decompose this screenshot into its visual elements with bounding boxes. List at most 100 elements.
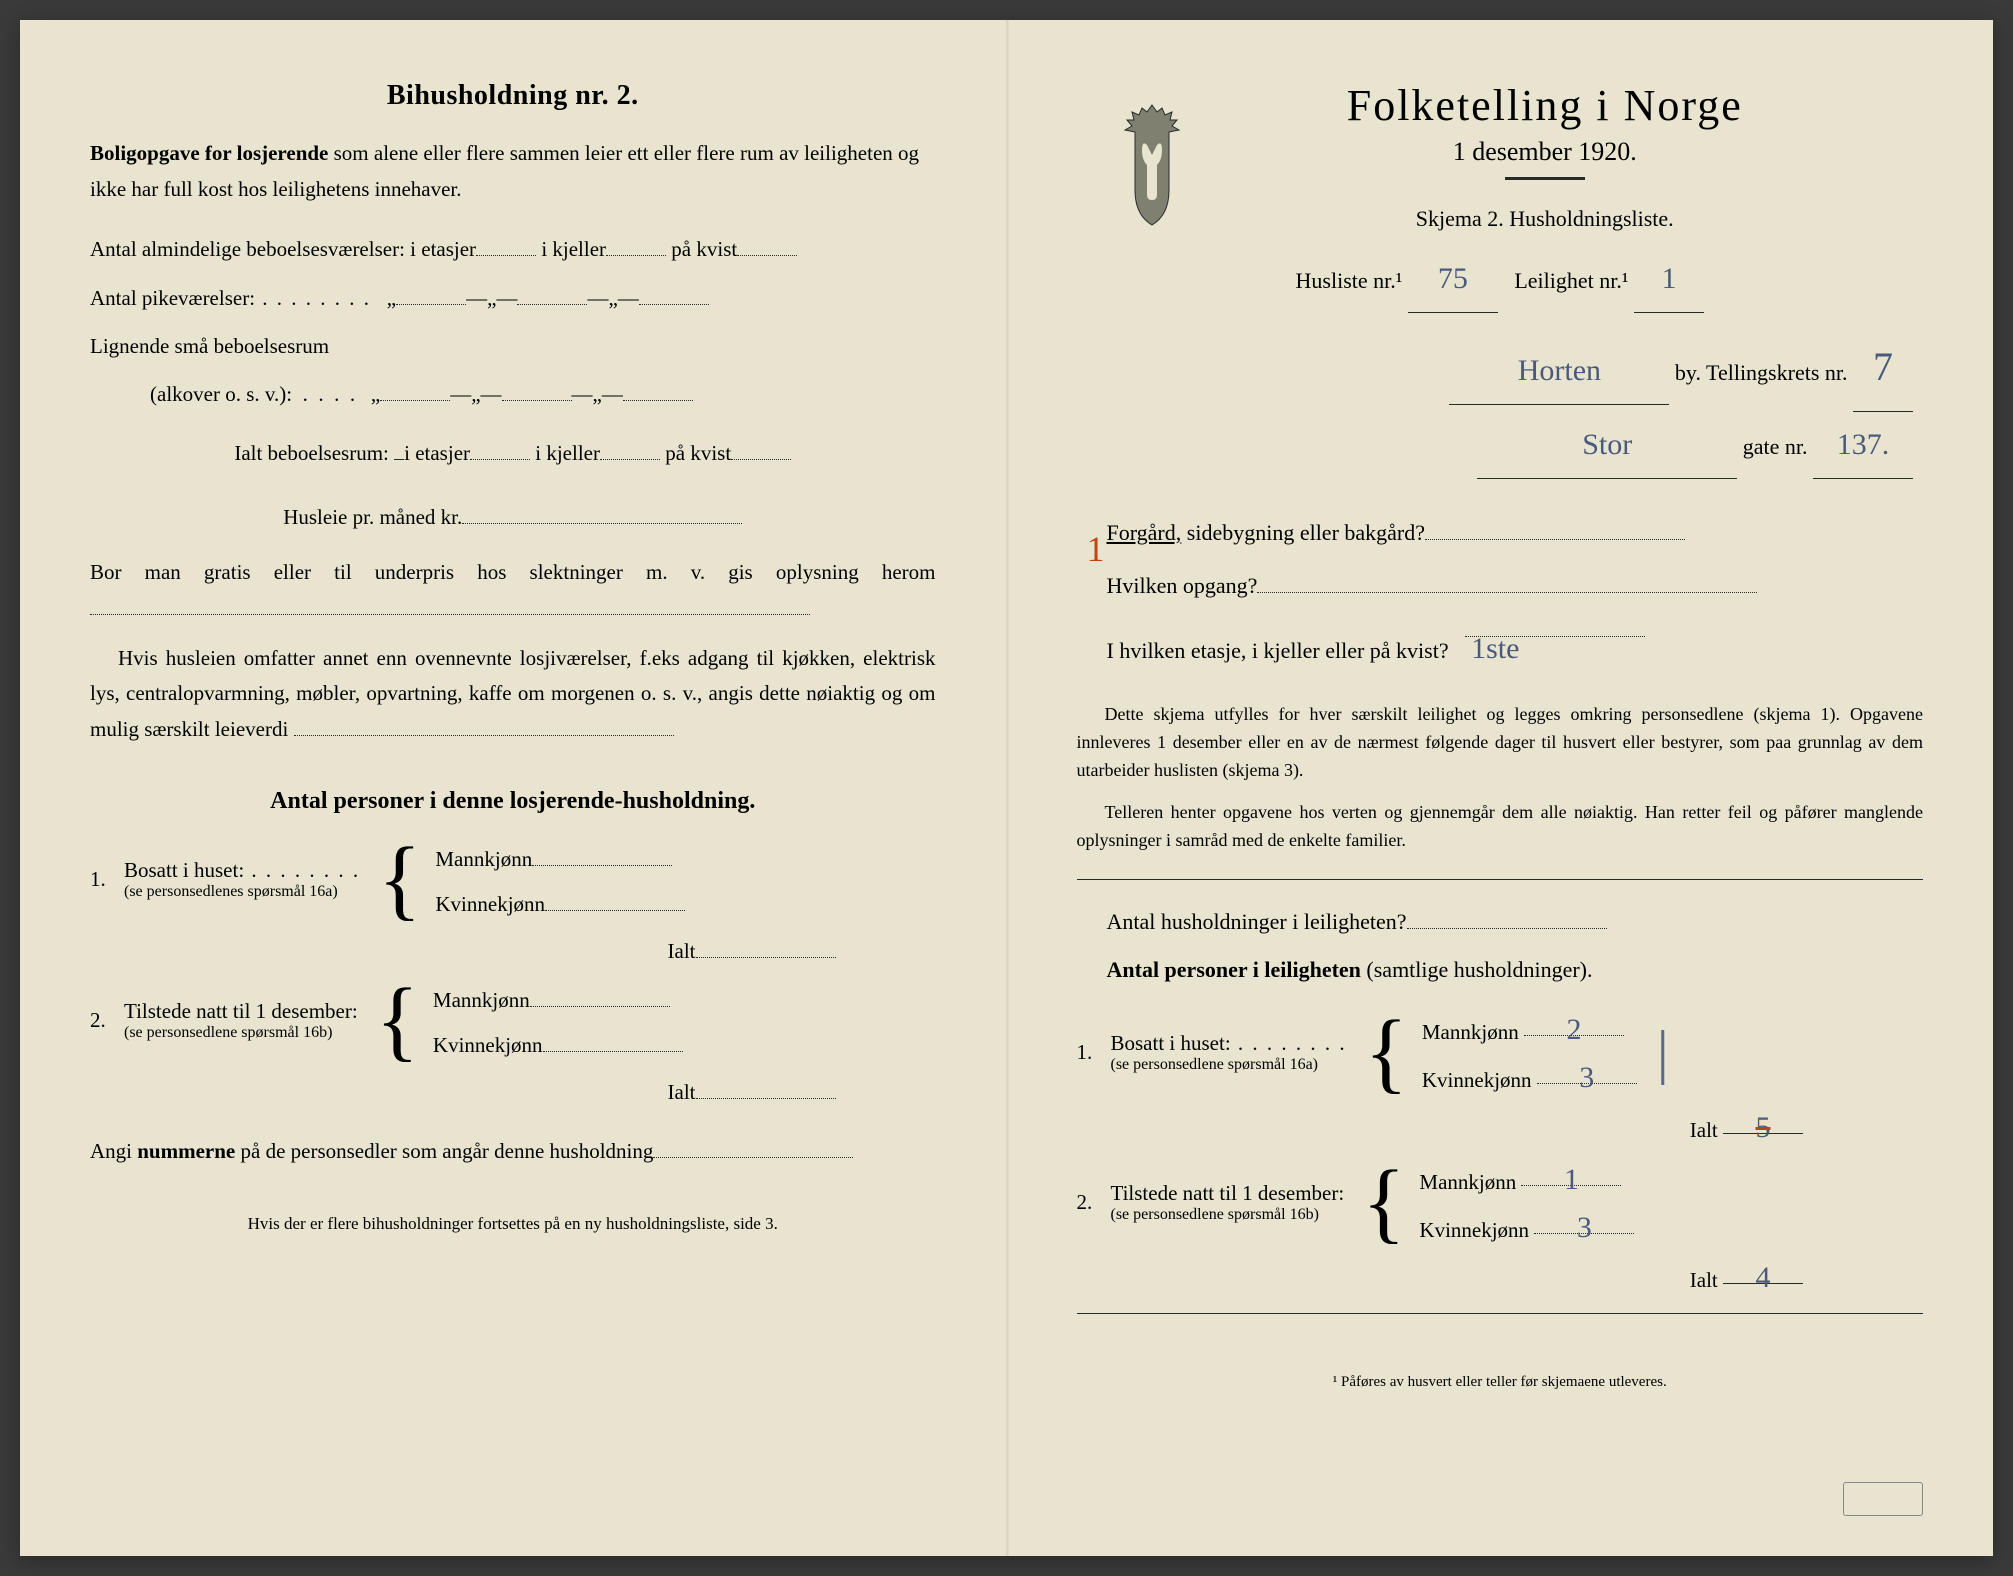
red-mark: 1 <box>1087 528 1105 570</box>
left-footnote: Hvis der er flere bihusholdninger fortse… <box>90 1214 936 1234</box>
left-count-2: 2. Tilstede natt til 1 desember: (se per… <box>90 984 936 1058</box>
l2-sub: (se personsedlene spørsmål 16b) <box>124 1024 358 1042</box>
l1-mk: Mannkjønn Kvinnekjønn <box>435 843 685 917</box>
q2-label: Hvilken opgang? <box>1107 573 1258 598</box>
ialt-rooms-line: Ialt beboelsesrum: i etasjer i kjeller p… <box>90 429 936 477</box>
l2-ialt-row: Ialt <box>90 1076 936 1105</box>
ir-kv: på kvist <box>665 441 731 465</box>
coat-of-arms-icon <box>1107 100 1197 230</box>
r1-brace: { <box>1365 1017 1408 1089</box>
antal-pers-bold: Antal personer i leiligheten <box>1107 957 1361 982</box>
right-header: Folketelling i Norge 1 desember 1920. Sk… <box>1167 80 1924 232</box>
r2-m-val: 1 <box>1558 1163 1585 1197</box>
antal-hush-blank <box>1407 905 1607 929</box>
l1-ialt: Ialt <box>668 939 696 963</box>
date-line: 1 desember 1920. <box>1167 137 1924 167</box>
pike-line: Antal pikeværelser: „—„——„— <box>90 274 936 322</box>
l1-sub: (se personsedlenes spørsmål 16a) <box>124 883 360 901</box>
l1-num: 1. <box>90 867 124 892</box>
r1-m: Mannkjønn <box>1422 1020 1519 1044</box>
instruks-2: Telleren henter opgavene hos verten og g… <box>1077 799 1924 855</box>
rent-line: Husleie pr. måned kr. <box>90 493 936 541</box>
omfatter-para: Hvis husleien omfatter annet enn ovennev… <box>90 641 936 748</box>
gate-label: gate nr. <box>1743 434 1808 459</box>
l1-ialt-row: Ialt <box>90 935 936 964</box>
r2-k-val: 3 <box>1571 1211 1598 1245</box>
r1-m-val: 2 <box>1560 1013 1587 1047</box>
l1-k-blank <box>545 888 685 911</box>
ir-b2 <box>600 436 660 459</box>
by-suffix: by. Tellingskrets nr. <box>1675 360 1848 385</box>
small-label1: Lignende små beboelsesrum <box>90 334 329 358</box>
l2-m-blank <box>530 984 670 1007</box>
l2-num: 2. <box>90 1008 124 1033</box>
pike-b2 <box>517 282 587 305</box>
right-footnote: ¹ Påføres av husvert eller teller før sk… <box>1077 1374 1924 1391</box>
skjema-line: Skjema 2. Husholdningsliste. <box>1167 206 1924 232</box>
husliste-val: 75 <box>1432 246 1474 312</box>
r2-ialt-blank: 4 <box>1723 1261 1803 1284</box>
small-rooms-line1: Lignende små beboelsesrum <box>90 322 936 370</box>
r2-k: Kvinnekjønn <box>1419 1218 1529 1242</box>
pike-b1 <box>396 282 466 305</box>
kvist-label: på kvist <box>671 237 737 261</box>
left-page: Bihusholdning nr. 2. Boligopgave for los… <box>20 20 1007 1556</box>
by-line: Horten by. Tellingskrets nr. 7 <box>1077 323 1924 412</box>
q1-rest: sidebygning eller bakgård? <box>1181 520 1425 545</box>
r1-label-wrap: Bosatt i huset: (se personsedlene spørsm… <box>1111 1031 1347 1074</box>
rent-blank <box>462 501 742 524</box>
kjeller-blank <box>606 233 666 256</box>
l2-m: Mannkjønn <box>433 988 530 1012</box>
rooms-label: Antal almindelige beboelsesværelser: <box>90 237 405 261</box>
r2-m: Mannkjønn <box>1419 1170 1516 1194</box>
main-title: Folketelling i Norge <box>1167 80 1924 131</box>
husliste-label: Husliste nr.¹ <box>1296 268 1403 293</box>
omfatter-blank <box>294 713 674 736</box>
q1: Forgård, sidebygning eller bakgård? <box>1107 507 1924 560</box>
l1-dots <box>244 858 360 882</box>
intro-paragraph: Boligopgave for losjerende som alene ell… <box>90 136 936 207</box>
left-title: Bihusholdning nr. 2. <box>90 80 936 112</box>
leilighet-label: Leilighet nr.¹ <box>1514 268 1628 293</box>
l2-ialt: Ialt <box>668 1080 696 1104</box>
leilighet-val: 1 <box>1655 246 1682 312</box>
q3-blank: 1ste <box>1465 613 1645 637</box>
pike-dots <box>255 286 371 310</box>
l2-brace: { <box>376 985 419 1057</box>
ir-pre <box>394 436 404 459</box>
r1-m-blank: 2 <box>1524 1013 1624 1036</box>
ir-et: i etasjer <box>404 441 470 465</box>
ir-b1 <box>470 436 530 459</box>
gate-val-wrap: Stor <box>1477 412 1737 479</box>
r1-ialt-row: Ialt 5 <box>1077 1111 1924 1143</box>
title-rule <box>1505 177 1585 180</box>
l2-ialt-blank <box>696 1076 836 1099</box>
pike-label: Antal pikeværelser: <box>90 286 255 310</box>
l1-label-wrap: Bosatt i huset: (se personsedlenes spørs… <box>124 858 360 901</box>
l1-m: Mannkjønn <box>435 847 532 871</box>
antal-pers-line: Antal personer i leiligheten (samtlige h… <box>1107 946 1924 994</box>
r1-k-val: 3 <box>1573 1061 1600 1095</box>
antal-hush-line: Antal husholdninger i leiligheten? <box>1107 898 1924 946</box>
r2-brace: { <box>1362 1167 1405 1239</box>
l2-mk: Mannkjønn Kvinnekjønn <box>433 984 683 1058</box>
r1-label: Bosatt i huset: <box>1111 1031 1231 1055</box>
husliste-val-wrap: 75 <box>1408 246 1498 313</box>
sm-b3 <box>623 378 693 401</box>
antal-hush-label: Antal husholdninger i leiligheten? <box>1107 909 1407 934</box>
etasjer-blank <box>476 233 536 256</box>
r1-dots <box>1231 1031 1347 1055</box>
r2-label-wrap: Tilstede natt til 1 desember: (se person… <box>1111 1181 1345 1224</box>
q2: Hvilken opgang? <box>1107 560 1924 613</box>
r2-ialt-row: Ialt 4 <box>1077 1261 1924 1293</box>
q3-label: I hvilken etasje, i kjeller eller på kvi… <box>1107 638 1449 663</box>
instruks-1: Dette skjema utfylles for hver særskilt … <box>1077 701 1924 785</box>
angi-line: Angi nummerne på de personsedler som ang… <box>90 1135 936 1164</box>
sm-b1 <box>380 378 450 401</box>
leilighet-val-wrap: 1 <box>1634 246 1704 313</box>
r2-num: 2. <box>1077 1190 1111 1215</box>
ir-b3 <box>731 436 791 459</box>
gate-line: Stor gate nr. 137. <box>1077 412 1924 479</box>
l1-brace: { <box>378 844 421 916</box>
gate-nr-val: 137. <box>1831 412 1896 478</box>
